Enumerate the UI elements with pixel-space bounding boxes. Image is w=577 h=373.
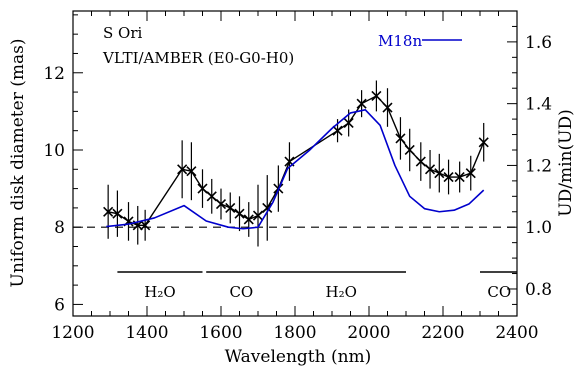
- data-point: [415, 156, 426, 167]
- series-layer: [103, 80, 489, 247]
- bands-layer: H₂O CO H₂O CO: [117, 271, 517, 301]
- data-point: [225, 202, 236, 213]
- band-label: CO: [487, 283, 511, 301]
- data-point: [371, 90, 382, 102]
- y2-tick-label: 1.6: [525, 33, 552, 53]
- data-point: [434, 168, 445, 179]
- x-tick-label: 2000: [347, 323, 390, 343]
- data-point: [478, 137, 489, 148]
- x-tick-label: 2200: [421, 323, 464, 343]
- data-point: [140, 220, 151, 231]
- y2-tick-label: 0.8: [525, 280, 552, 300]
- x-tick-label: 1400: [125, 323, 168, 343]
- text-layer: S Ori VLTI/AMBER (E0-G0-H0) Wavelength (…: [8, 24, 576, 367]
- axes: 1200 1400 1600 1800 2000 2200 2400 6 8 10 12 0.8 1.0…: [43, 10, 552, 343]
- data-point: [252, 210, 264, 221]
- x-tick-label: 1200: [51, 323, 94, 343]
- annotation-instrument: VLTI/AMBER (E0-G0-H0): [102, 49, 294, 67]
- legend-label-m18n: M18n: [378, 32, 422, 50]
- series-m18n-line: [106, 109, 485, 230]
- data-point: [262, 202, 273, 213]
- band-label: H₂O: [326, 283, 357, 301]
- data-point: [206, 191, 217, 202]
- y-axis-title: Uniform disk diameter (mas): [8, 39, 28, 288]
- y-tick-label: 6: [54, 295, 65, 315]
- data-point: [103, 206, 114, 217]
- annotation-target: S Ori: [103, 24, 143, 42]
- y-tick-label: 10: [43, 141, 65, 161]
- data-point: [454, 171, 465, 183]
- data-point: [443, 171, 454, 183]
- data-point: [177, 164, 188, 175]
- data-point: [424, 164, 436, 175]
- band-label: CO: [229, 283, 253, 301]
- y2-tick-label: 1.0: [525, 218, 552, 238]
- data-point: [112, 208, 123, 219]
- y-tick-label: 12: [43, 64, 65, 84]
- data-point: [343, 117, 354, 129]
- data-point: [197, 183, 208, 194]
- x-tick-label: 1600: [199, 323, 242, 343]
- data-point: [395, 133, 406, 144]
- y2-tick-label: 1.4: [525, 95, 552, 115]
- x-tick-label: 2400: [495, 323, 538, 343]
- data-point: [404, 144, 415, 156]
- x-tick-label: 1800: [273, 323, 316, 343]
- data-point: [243, 214, 254, 225]
- data-point: [382, 102, 393, 113]
- data-point: [234, 208, 245, 219]
- data-point: [356, 98, 367, 109]
- band-label: H₂O: [144, 283, 175, 301]
- data-point: [186, 166, 197, 177]
- data-point: [215, 198, 227, 210]
- y2-tick-label: 1.2: [525, 156, 552, 176]
- data-point: [332, 125, 343, 136]
- x-axis-title: Wavelength (nm): [225, 347, 372, 367]
- y2-axis-title: UD/min(UD): [556, 109, 576, 216]
- y-tick-label: 8: [54, 218, 65, 238]
- data-point: [465, 168, 476, 179]
